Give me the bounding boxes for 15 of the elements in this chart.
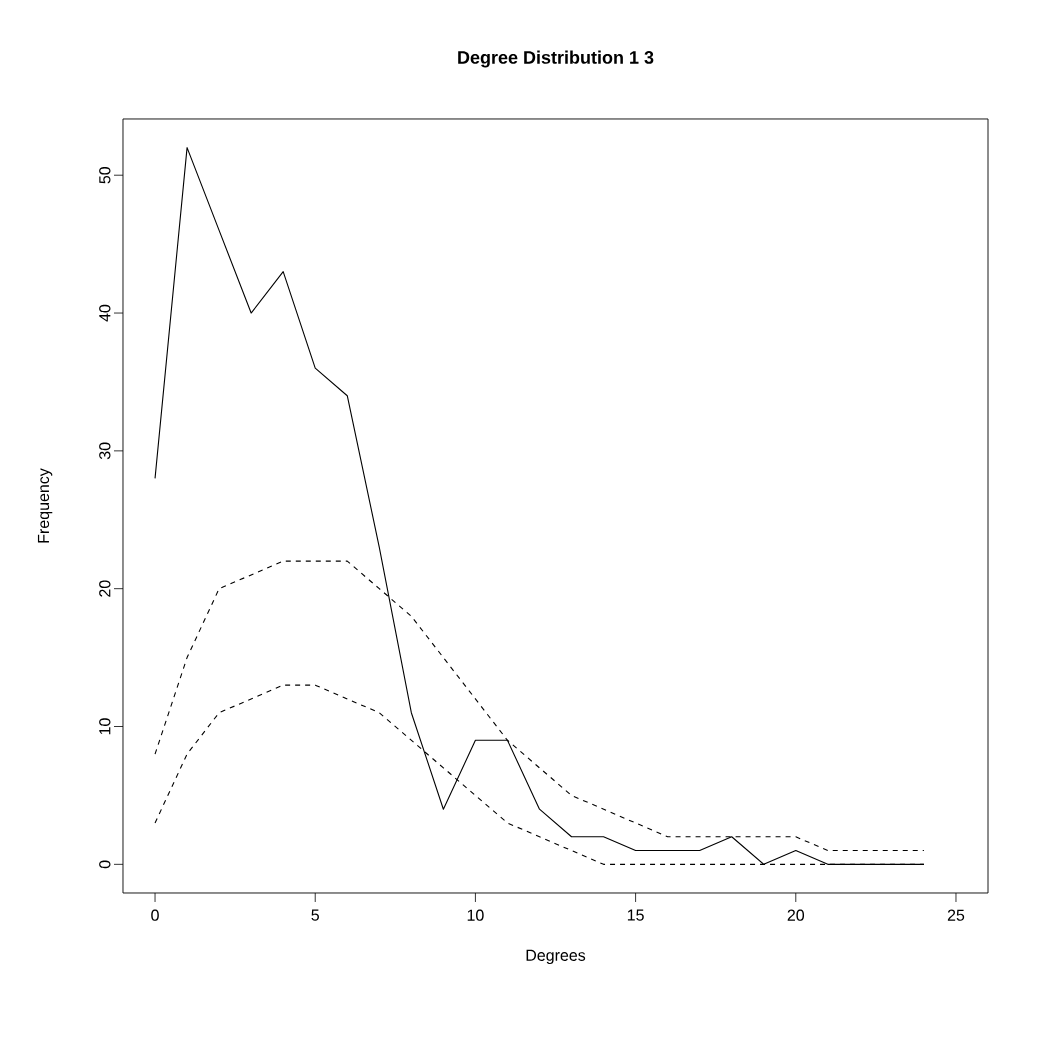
x-tick-label: 0 <box>151 909 159 921</box>
y-tick-label: 10 <box>99 718 111 735</box>
x-tick-label: 15 <box>627 909 644 921</box>
x-tick-label: 10 <box>467 909 484 921</box>
x-tick-label: 25 <box>947 909 965 921</box>
y-tick-label: 30 <box>99 442 111 460</box>
x-axis-title: Degrees <box>526 949 586 965</box>
y-tick-label: 40 <box>99 304 111 322</box>
y-tick-label: 50 <box>99 166 111 184</box>
y-axis-title: Frequency <box>37 468 53 543</box>
chart-title: Degree Distribution 1 3 <box>458 50 654 68</box>
x-tick-label: 20 <box>787 909 805 921</box>
x-tick-label: 5 <box>311 909 319 921</box>
y-tick-label: 20 <box>99 580 111 597</box>
y-tick-label: 0 <box>99 860 111 869</box>
